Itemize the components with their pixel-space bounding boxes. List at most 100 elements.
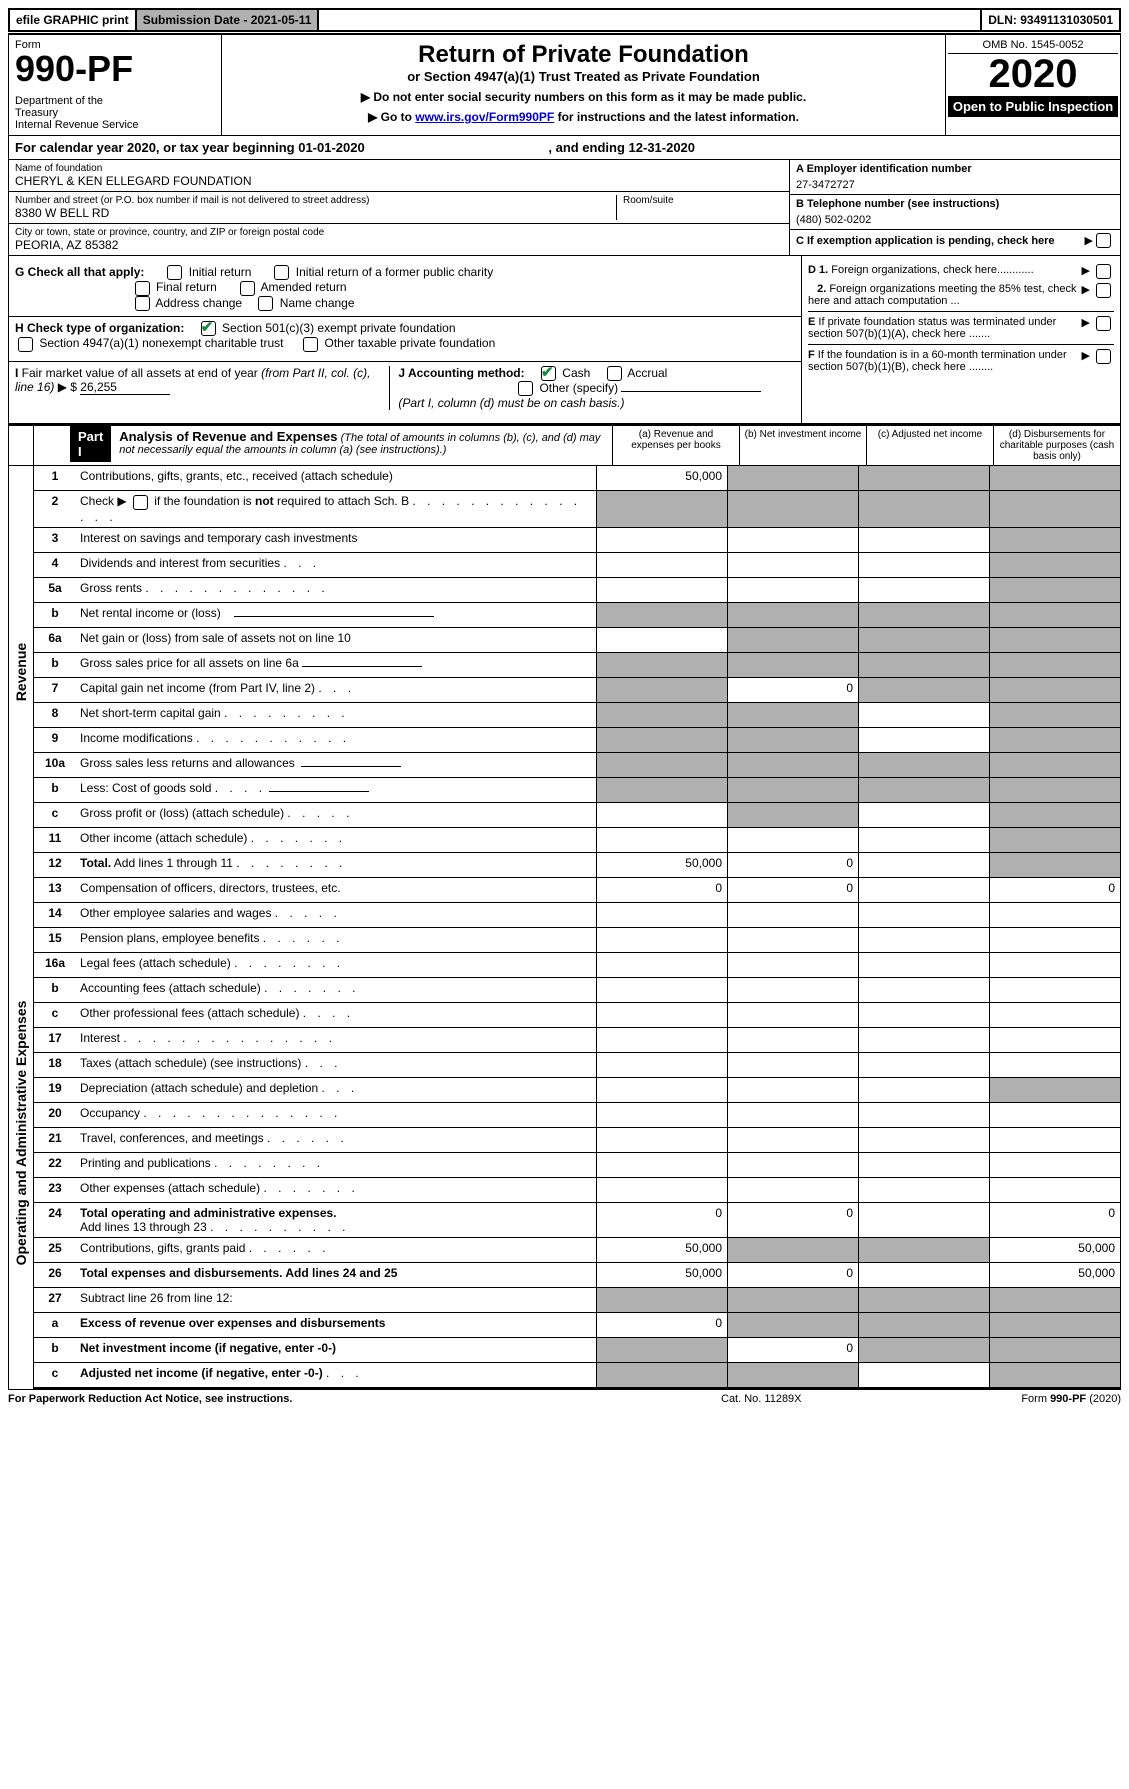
- form-title-block: Return of Private Foundation or Section …: [222, 35, 945, 135]
- open-to-public: Open to Public Inspection: [948, 96, 1118, 117]
- foundation-city-cell: City or town, state or province, country…: [9, 224, 789, 255]
- accrual-checkbox[interactable]: [607, 366, 622, 381]
- line-3: 3Interest on savings and temporary cash …: [34, 528, 1120, 553]
- col-d-header: (d) Disbursements for charitable purpose…: [993, 426, 1120, 465]
- d1-item: D 1. Foreign organizations, check here..…: [808, 264, 1114, 279]
- line-27c: cAdjusted net income (if negative, enter…: [34, 1363, 1120, 1389]
- section-4947-checkbox[interactable]: [18, 337, 33, 352]
- d2-checkbox[interactable]: [1096, 283, 1111, 298]
- line-12: 12Total. Add lines 1 through 11 . . . . …: [34, 853, 1120, 878]
- line-4: 4Dividends and interest from securities …: [34, 553, 1120, 578]
- sch-b-checkbox[interactable]: [133, 495, 148, 510]
- form-number: 990-PF: [15, 51, 215, 87]
- expenses-section: Operating and Administrative Expenses 13…: [8, 878, 1121, 1389]
- line-27b: bNet investment income (if negative, ent…: [34, 1338, 1120, 1363]
- line-18: 18Taxes (attach schedule) (see instructi…: [34, 1053, 1120, 1078]
- e-checkbox[interactable]: [1096, 316, 1111, 331]
- section-501-checkbox[interactable]: [201, 321, 216, 336]
- form-header: Form 990-PF Department of theTreasuryInt…: [8, 33, 1121, 136]
- line-16b: bAccounting fees (attach schedule) . . .…: [34, 978, 1120, 1003]
- line-19: 19Depreciation (attach schedule) and dep…: [34, 1078, 1120, 1103]
- address-change-checkbox[interactable]: [135, 296, 150, 311]
- line-10b: bLess: Cost of goods sold . . . .: [34, 778, 1120, 803]
- exemption-checkbox[interactable]: [1096, 233, 1111, 248]
- g-row: G Check all that apply: Initial return I…: [15, 265, 795, 311]
- initial-former-checkbox[interactable]: [274, 265, 289, 280]
- cat-no: Cat. No. 11289X: [721, 1393, 921, 1405]
- submission-date: Submission Date - 2021-05-11: [137, 10, 318, 30]
- exemption-pending-cell: C If exemption application is pending, c…: [790, 230, 1120, 251]
- calendar-year-row: For calendar year 2020, or tax year begi…: [8, 136, 1121, 160]
- paperwork-notice: For Paperwork Reduction Act Notice, see …: [8, 1393, 721, 1405]
- other-method-checkbox[interactable]: [518, 381, 533, 396]
- tax-year: 2020: [948, 54, 1118, 94]
- e-item: E If private foundation status was termi…: [808, 311, 1114, 340]
- line-5a: 5aGross rents . . . . . . . . . . . . .: [34, 578, 1120, 603]
- expenses-side-label: Operating and Administrative Expenses: [9, 878, 34, 1389]
- line-10c: cGross profit or (loss) (attach schedule…: [34, 803, 1120, 828]
- form-title: Return of Private Foundation: [228, 41, 939, 69]
- col-b-header: (b) Net investment income: [739, 426, 866, 465]
- line-6b: bGross sales price for all assets on lin…: [34, 653, 1120, 678]
- col-c-header: (c) Adjusted net income: [866, 426, 993, 465]
- irs-link[interactable]: www.irs.gov/Form990PF: [415, 110, 554, 124]
- line-6a: 6aNet gain or (loss) from sale of assets…: [34, 628, 1120, 653]
- part1-header: Part I Analysis of Revenue and Expenses …: [8, 424, 1121, 466]
- line-23: 23Other expenses (attach schedule) . . .…: [34, 1178, 1120, 1203]
- f-checkbox[interactable]: [1096, 349, 1111, 364]
- efile-label: efile GRAPHIC print: [10, 10, 135, 30]
- col-a-header: (a) Revenue and expenses per books: [612, 426, 739, 465]
- form-ref: Form 990-PF (2020): [921, 1393, 1121, 1405]
- foundation-address-cell: Number and street (or P.O. box number if…: [9, 192, 789, 224]
- initial-return-checkbox[interactable]: [167, 265, 182, 280]
- line-1: 1Contributions, gifts, grants, etc., rec…: [34, 466, 1120, 491]
- dln: DLN: 93491131030501: [982, 10, 1119, 30]
- line-2: 2Check ▶ if the foundation is not requir…: [34, 491, 1120, 527]
- line-7: 7Capital gain net income (from Part IV, …: [34, 678, 1120, 703]
- final-return-checkbox[interactable]: [135, 281, 150, 296]
- line-8: 8Net short-term capital gain . . . . . .…: [34, 703, 1120, 728]
- revenue-section: Revenue 1Contributions, gifts, grants, e…: [8, 466, 1121, 877]
- line-14: 14Other employee salaries and wages . . …: [34, 903, 1120, 928]
- d1-checkbox[interactable]: [1096, 264, 1111, 279]
- f-item: F If the foundation is in a 60-month ter…: [808, 344, 1114, 373]
- revenue-side-label: Revenue: [9, 466, 34, 877]
- line-25: 25Contributions, gifts, grants paid . . …: [34, 1238, 1120, 1263]
- cash-checkbox[interactable]: [541, 366, 556, 381]
- line-9: 9Income modifications . . . . . . . . . …: [34, 728, 1120, 753]
- line-16a: 16aLegal fees (attach schedule) . . . . …: [34, 953, 1120, 978]
- department: Department of theTreasuryInternal Revenu…: [15, 95, 215, 131]
- line-27a: aExcess of revenue over expenses and dis…: [34, 1313, 1120, 1338]
- line-15: 15Pension plans, employee benefits . . .…: [34, 928, 1120, 953]
- ein-cell: A Employer identification number 27-3472…: [790, 160, 1120, 195]
- line-16c: cOther professional fees (attach schedul…: [34, 1003, 1120, 1028]
- line-11: 11Other income (attach schedule) . . . .…: [34, 828, 1120, 853]
- line-22: 22Printing and publications . . . . . . …: [34, 1153, 1120, 1178]
- form-subtitle: or Section 4947(a)(1) Trust Treated as P…: [228, 69, 939, 84]
- line-17: 17Interest . . . . . . . . . . . . . . .: [34, 1028, 1120, 1053]
- ij-row: I Fair market value of all assets at end…: [9, 361, 801, 415]
- line-13: 13Compensation of officers, directors, t…: [34, 878, 1120, 903]
- line-10a: 10aGross sales less returns and allowanc…: [34, 753, 1120, 778]
- name-change-checkbox[interactable]: [258, 296, 273, 311]
- d2-item: 2. Foreign organizations meeting the 85%…: [808, 283, 1114, 307]
- line-26: 26Total expenses and disbursements. Add …: [34, 1263, 1120, 1288]
- amended-return-checkbox[interactable]: [240, 281, 255, 296]
- line-5b: bNet rental income or (loss): [34, 603, 1120, 628]
- line-27: 27Subtract line 26 from line 12:: [34, 1288, 1120, 1313]
- form-note1: ▶ Do not enter social security numbers o…: [228, 90, 939, 104]
- line-20: 20Occupancy . . . . . . . . . . . . . .: [34, 1103, 1120, 1128]
- part1-label: Part I: [70, 426, 111, 462]
- other-taxable-checkbox[interactable]: [303, 337, 318, 352]
- spacer: [319, 10, 980, 30]
- foundation-info: Name of foundation CHERYL & KEN ELLEGARD…: [8, 160, 1121, 256]
- fmv-value: 26,255: [80, 380, 170, 395]
- form-note2: ▶ Go to www.irs.gov/Form990PF for instru…: [228, 110, 939, 124]
- form-year-block: OMB No. 1545-0052 2020 Open to Public In…: [945, 35, 1120, 135]
- top-bar: efile GRAPHIC print Submission Date - 20…: [8, 8, 1121, 32]
- checks-section: G Check all that apply: Initial return I…: [8, 256, 1121, 424]
- phone-cell: B Telephone number (see instructions) (4…: [790, 195, 1120, 230]
- line-24: 24Total operating and administrative exp…: [34, 1203, 1120, 1238]
- line-21: 21Travel, conferences, and meetings . . …: [34, 1128, 1120, 1153]
- form-identifier: Form 990-PF Department of theTreasuryInt…: [9, 35, 222, 135]
